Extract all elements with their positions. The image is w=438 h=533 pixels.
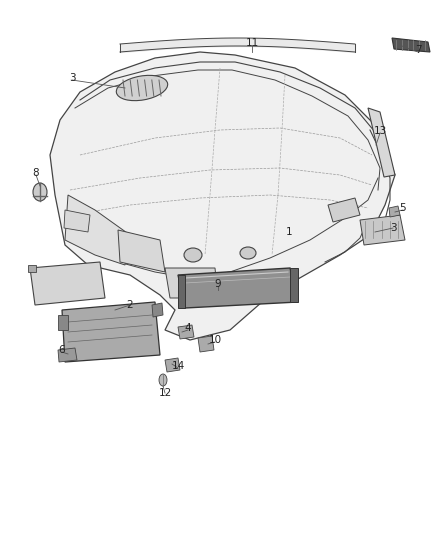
Text: 3: 3 — [390, 223, 396, 233]
Polygon shape — [328, 198, 360, 222]
Text: 13: 13 — [373, 126, 387, 136]
Polygon shape — [58, 315, 68, 330]
Ellipse shape — [33, 183, 47, 201]
Text: 9: 9 — [215, 279, 221, 289]
Text: 11: 11 — [245, 38, 258, 48]
Text: 10: 10 — [208, 335, 222, 345]
Polygon shape — [118, 230, 165, 272]
Ellipse shape — [159, 374, 167, 386]
Text: 5: 5 — [400, 203, 406, 213]
Polygon shape — [392, 38, 430, 52]
Polygon shape — [28, 265, 36, 272]
Polygon shape — [152, 303, 163, 317]
Polygon shape — [360, 215, 405, 245]
Polygon shape — [30, 262, 105, 305]
Polygon shape — [62, 302, 160, 362]
Text: 8: 8 — [33, 168, 39, 178]
Polygon shape — [58, 348, 77, 362]
Polygon shape — [178, 325, 194, 339]
Polygon shape — [178, 275, 185, 308]
Text: 3: 3 — [69, 73, 75, 83]
Polygon shape — [165, 358, 180, 372]
Text: 2: 2 — [127, 300, 133, 310]
Polygon shape — [65, 195, 130, 265]
Ellipse shape — [184, 248, 202, 262]
Polygon shape — [64, 210, 90, 232]
Polygon shape — [198, 336, 214, 352]
Text: 12: 12 — [159, 388, 172, 398]
Polygon shape — [368, 108, 395, 177]
Polygon shape — [290, 268, 298, 302]
Text: 7: 7 — [415, 45, 421, 55]
Text: 4: 4 — [185, 323, 191, 333]
Ellipse shape — [117, 75, 168, 101]
Polygon shape — [50, 52, 395, 340]
Ellipse shape — [240, 247, 256, 259]
Text: 6: 6 — [59, 345, 65, 355]
Polygon shape — [178, 268, 298, 308]
Text: 1: 1 — [286, 227, 292, 237]
Polygon shape — [165, 268, 218, 298]
Text: 14: 14 — [171, 361, 185, 371]
Polygon shape — [389, 206, 400, 217]
